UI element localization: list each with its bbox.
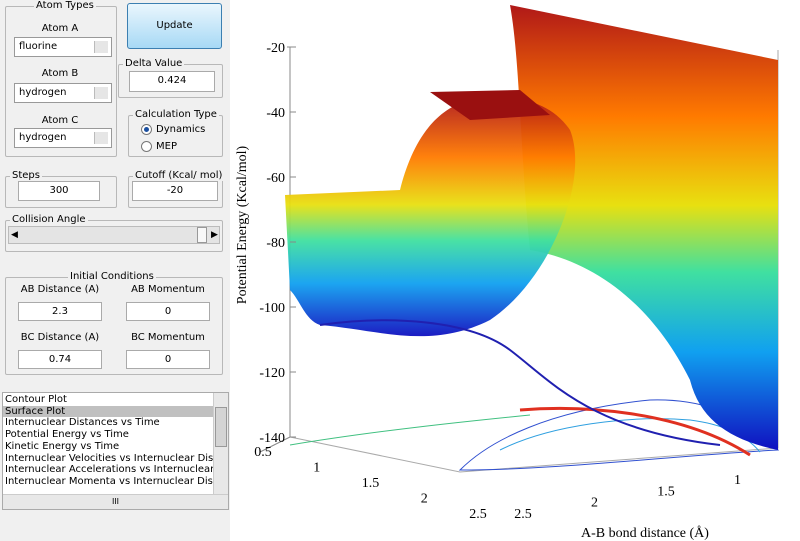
panel-title: Steps [10,170,42,181]
radio-dot [144,127,149,132]
dropdown[interactable]: hydrogen [14,128,112,148]
list-item[interactable]: Potential Energy vs Time [5,429,129,441]
angle-panel: Collision Angle [5,214,223,252]
input[interactable]: 0 [126,302,210,321]
list-item[interactable]: Surface Plot [3,405,213,418]
label: Atom C [41,115,79,126]
z-axis-label: Potential Energy (Kcal/mol) [235,145,250,304]
left-tick-label: 1 [313,461,320,476]
dropdown[interactable]: hydrogen [14,83,112,103]
atom-types-panel: Atom Types [5,0,117,157]
panel-title: Collision Angle [10,214,88,225]
field-label: BC Momentum [131,332,205,343]
list-item[interactable]: Internuclear Accelerations vs Internucle… [5,464,213,476]
z-tick-label: -40 [266,106,285,121]
panel-title: Initial Conditions [68,271,156,282]
list-item[interactable]: Kinetic Energy vs Time [5,440,120,452]
radio[interactable] [141,124,152,135]
label: Atom A [41,23,79,34]
input[interactable]: 2.3 [18,302,102,321]
dropdown[interactable]: fluorine [14,37,112,57]
h-scroll[interactable]: III [3,494,228,509]
input[interactable]: 0 [126,350,210,369]
update-button[interactable]: Update [127,3,222,49]
radio-label: Dynamics [156,124,206,135]
z-tick-label: -80 [266,236,285,251]
cutoff-panel: Cutoff (Kcal/ mol) [128,170,225,208]
delta-panel: Delta Value [118,58,223,98]
z-tick-label: -60 [266,171,285,186]
panel-title: Atom Types [34,0,96,11]
radio-label: MEP [156,141,177,152]
input[interactable]: 0.74 [18,350,102,369]
field-label: BC Distance (A) [20,332,100,343]
right-tick-label: 2.5 [514,507,532,522]
list-item[interactable]: Contour Plot [5,394,67,405]
input[interactable]: 0.424 [129,71,215,92]
x-axis-label: A-B bond distance (Å) [581,525,709,541]
z-tick-label: -20 [266,41,285,56]
left-tick-label: 1.5 [362,476,380,491]
list-item[interactable]: Internuclear Velocities vs Internuclear … [5,452,213,464]
right-tick-label: 1 [734,473,741,488]
initial-panel: Initial Conditions [5,271,223,375]
panel-title: Calculation Type [133,109,219,120]
z-tick-label: -120 [259,366,285,381]
left-tick-label: 2 [421,492,428,507]
list-item[interactable]: Internuclear Momenta vs Internuclear Dis… [5,475,213,487]
field-label: AB Distance (A) [20,284,100,295]
z-tick-label: -100 [259,301,285,316]
input[interactable]: -20 [132,181,218,201]
radio[interactable] [141,141,152,152]
panel-title: Delta Value [123,58,185,69]
slider[interactable]: ◀ ▶ [8,226,220,244]
left-tick-label: 2.5 [469,507,487,522]
list-item[interactable]: Internuclear Distances vs Time [5,417,160,429]
right-tick-label: 2 [591,496,598,511]
right-tick-label: 1.5 [657,484,675,499]
field-label: AB Momentum [131,284,205,295]
plot-listbox[interactable]: III Contour Plot Surface Plot Internuclear… [2,392,229,510]
steps-panel: Steps [5,170,117,208]
calc-type-panel: Calculation Type [128,109,223,157]
left-tick-label: 0.5 [254,445,272,460]
input[interactable]: 300 [18,181,100,201]
z-tick-label: -140 [259,431,285,446]
surface-plot: Potential Energy (Kcal/mol) A-B bond dis… [230,0,800,541]
label: Atom B [41,68,79,79]
panel-title: Cutoff (Kcal/ mol) [133,170,225,181]
